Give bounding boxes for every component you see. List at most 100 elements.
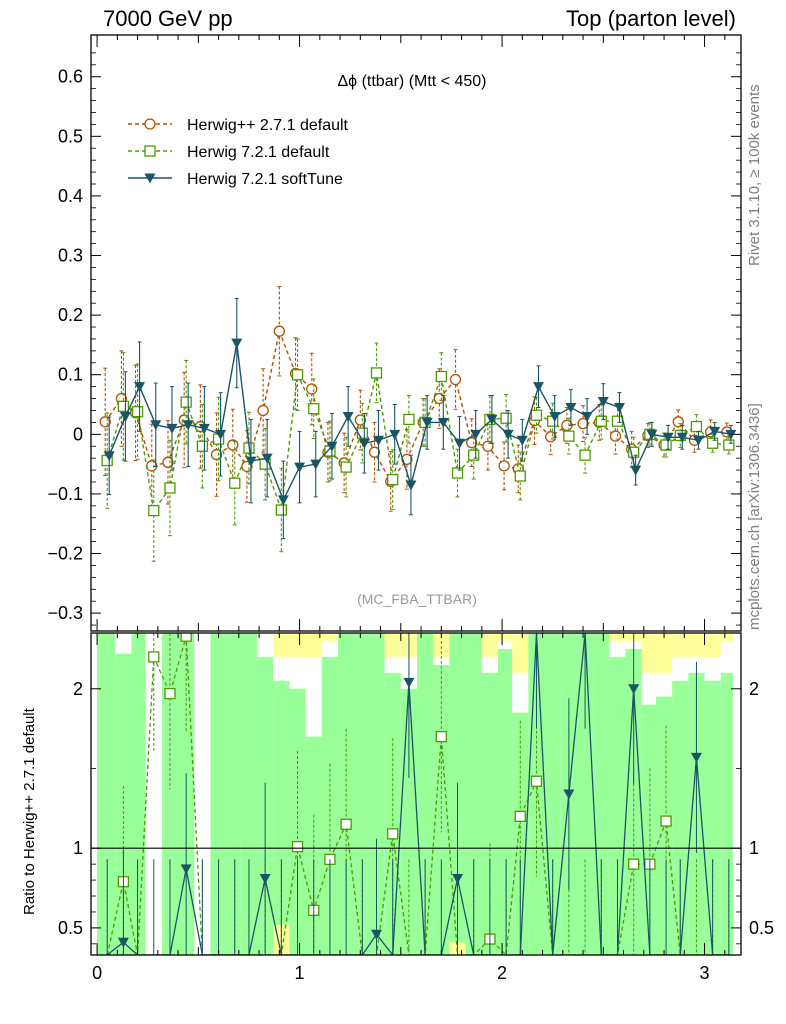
series-line-1 xyxy=(106,372,729,513)
band-green-23 xyxy=(465,633,482,955)
band-green-20 xyxy=(417,633,434,955)
point-2-35 xyxy=(662,432,674,443)
band-yellow-12 xyxy=(289,633,306,657)
band-yellow-37 xyxy=(688,633,705,657)
point-2-39 xyxy=(725,429,737,440)
band-green-26 xyxy=(512,712,529,955)
point-2-31 xyxy=(597,397,609,408)
ratio-point-1-22 xyxy=(452,873,464,884)
point-2-19 xyxy=(405,480,417,491)
point-1-13 xyxy=(308,403,320,415)
point-2-0 xyxy=(103,451,115,462)
point-2-9 xyxy=(245,456,257,467)
point-2-25 xyxy=(502,429,514,440)
legend-marker-0 xyxy=(144,118,156,130)
band-green-9 xyxy=(240,633,258,955)
main-ytick-label-2: −0.1 xyxy=(47,484,83,504)
band-green-39 xyxy=(720,672,733,955)
point-2-37 xyxy=(692,435,704,446)
band-green-8 xyxy=(226,633,241,955)
ratio-point-0-4 xyxy=(164,687,176,700)
band-yellow-36 xyxy=(672,633,689,657)
band-green-36 xyxy=(672,680,689,955)
point-1-3 xyxy=(148,504,160,517)
main-ytick-label-0: −0.3 xyxy=(47,603,83,623)
ratio-point-1-17 xyxy=(371,929,383,940)
ratio-ytick-label-right-1: 1 xyxy=(749,838,759,858)
ratio-point-0-27 xyxy=(530,775,543,787)
point-1-22 xyxy=(451,467,464,479)
ratio-point-1-33 xyxy=(628,684,640,695)
point-0-4 xyxy=(162,456,174,468)
band-green-2 xyxy=(131,633,146,955)
point-1-23 xyxy=(468,449,480,461)
point-1-16 xyxy=(356,427,368,439)
band-yellow-24 xyxy=(481,633,499,657)
band-green-0 xyxy=(97,633,116,955)
ratio-point-1-37 xyxy=(690,752,702,763)
point-1-31 xyxy=(595,415,607,427)
point-2-27 xyxy=(532,382,544,393)
point-1-33 xyxy=(628,446,640,458)
point-2-26 xyxy=(516,435,528,446)
band-green-38 xyxy=(704,680,721,955)
ratio-point-0-33 xyxy=(628,858,640,870)
axes: −0.3 −0.2 −0.1 0 0.1 0.2 0.3 0.4 0.5 0.6 0 1 2 3 0.5 0.… xyxy=(47,34,774,983)
point-1-21 xyxy=(435,370,447,383)
ratio-point-0-26 xyxy=(514,810,526,822)
point-2-12 xyxy=(294,462,306,473)
legend: Herwig++ 2.7.1 default Herwig 7.2.1 defau… xyxy=(128,117,349,188)
point-2-23 xyxy=(470,429,482,440)
ratio-point-0-35 xyxy=(660,815,672,827)
point-1-5 xyxy=(180,396,192,408)
analysis-watermark: (MC_FBA_TTBAR) xyxy=(357,591,477,607)
ratio-line-1 xyxy=(106,633,729,955)
ratio-xtick-label-2: 2 xyxy=(497,963,507,983)
point-2-7 xyxy=(215,429,227,440)
point-1-19 xyxy=(403,413,415,426)
point-2-10 xyxy=(261,453,273,464)
ratio-y-axis-label: Ratio to Herwig++ 2.7.1 default xyxy=(21,708,38,915)
ratio-point-0-21 xyxy=(435,730,447,743)
ratio-point-0-3 xyxy=(148,651,160,663)
point-2-11 xyxy=(277,495,289,506)
point-0-30 xyxy=(577,417,589,430)
ratio-ytick-label-left-2: 2 xyxy=(73,679,83,699)
band-green-4 xyxy=(161,633,179,955)
main-ytick-label-4: 0.1 xyxy=(58,365,83,385)
header-observable-group: Top (parton level) xyxy=(566,6,736,31)
point-2-18 xyxy=(389,429,401,440)
band-yellow-14 xyxy=(321,633,339,641)
ratio-point-1-10 xyxy=(259,873,271,884)
ratio-line-0 xyxy=(106,636,729,955)
series-line-2 xyxy=(108,343,731,502)
band-green-25 xyxy=(498,648,513,955)
ratio-ytick-label-right-2: 2 xyxy=(749,679,759,699)
point-1-8 xyxy=(229,477,241,489)
rivet-version-label: Rivet 3.1.10, ≥ 100k events xyxy=(746,84,763,266)
band-green-34 xyxy=(641,704,656,955)
band-green-17 xyxy=(368,633,385,955)
point-2-4 xyxy=(166,423,178,434)
legend-label-1: Herwig 7.2.1 default xyxy=(187,144,330,161)
main-ytick-label-8: 0.5 xyxy=(58,126,83,146)
main-ytick-label-9: 0.6 xyxy=(58,67,83,87)
main-ytick-label-1: −0.2 xyxy=(47,544,83,564)
band-yellow-13 xyxy=(305,633,322,657)
point-0-32 xyxy=(609,430,622,442)
band-green-33 xyxy=(625,648,642,955)
point-2-5 xyxy=(182,420,194,431)
point-1-17 xyxy=(370,367,383,379)
ratio-point-0-12 xyxy=(291,840,304,853)
band-yellow-11 xyxy=(273,633,290,657)
point-1-25 xyxy=(500,412,512,424)
chart-title: Δϕ (ttbar) (Mtt < 450) xyxy=(337,73,486,90)
main-ytick-label-7: 0.4 xyxy=(58,186,83,206)
point-1-6 xyxy=(196,440,209,452)
ratio-ytick-label-right-0: 0.5 xyxy=(749,918,774,938)
ratio-xtick-label-3: 3 xyxy=(700,963,710,983)
header-process: 7000 GeV pp xyxy=(103,6,233,31)
point-1-37 xyxy=(690,420,703,433)
point-1-26 xyxy=(514,470,526,482)
point-1-38 xyxy=(707,437,719,449)
